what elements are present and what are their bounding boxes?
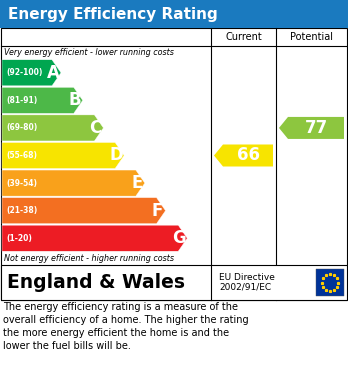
Text: (81-91): (81-91) <box>6 96 37 105</box>
Polygon shape <box>214 145 273 167</box>
Text: G: G <box>172 229 186 247</box>
Bar <box>1 28 347 300</box>
Text: (92-100): (92-100) <box>6 68 42 77</box>
Text: 2002/91/EC: 2002/91/EC <box>219 283 271 292</box>
Text: EU Directive: EU Directive <box>219 273 275 282</box>
Polygon shape <box>2 225 187 251</box>
Text: D: D <box>109 147 123 165</box>
Text: A: A <box>47 64 60 82</box>
Text: (1-20): (1-20) <box>6 234 32 243</box>
Polygon shape <box>2 115 103 141</box>
Bar <box>1 265 347 300</box>
Text: F: F <box>152 202 163 220</box>
Text: (69-80): (69-80) <box>6 124 37 133</box>
Polygon shape <box>2 197 166 224</box>
Text: overall efficiency of a home. The higher the rating: overall efficiency of a home. The higher… <box>3 315 248 325</box>
Text: (55-68): (55-68) <box>6 151 37 160</box>
Text: B: B <box>69 91 81 109</box>
Text: 66: 66 <box>237 147 260 165</box>
Polygon shape <box>2 87 83 113</box>
Text: E: E <box>131 174 143 192</box>
Polygon shape <box>279 117 344 139</box>
Polygon shape <box>2 142 124 169</box>
Text: the more energy efficient the home is and the: the more energy efficient the home is an… <box>3 328 229 338</box>
Text: (39-54): (39-54) <box>6 179 37 188</box>
Polygon shape <box>2 60 61 86</box>
Text: Very energy efficient - lower running costs: Very energy efficient - lower running co… <box>4 48 174 57</box>
Polygon shape <box>2 170 145 196</box>
Text: Current: Current <box>225 32 262 42</box>
Text: The energy efficiency rating is a measure of the: The energy efficiency rating is a measur… <box>3 302 238 312</box>
Text: Potential: Potential <box>290 32 333 42</box>
Text: Not energy efficient - higher running costs: Not energy efficient - higher running co… <box>4 254 174 263</box>
Text: 77: 77 <box>304 119 327 137</box>
Text: England & Wales: England & Wales <box>7 273 185 292</box>
Text: Energy Efficiency Rating: Energy Efficiency Rating <box>8 7 218 22</box>
Bar <box>0 0 348 28</box>
Text: (21-38): (21-38) <box>6 206 37 215</box>
Text: C: C <box>89 119 102 137</box>
Bar <box>316 269 344 296</box>
Text: lower the fuel bills will be.: lower the fuel bills will be. <box>3 341 131 351</box>
